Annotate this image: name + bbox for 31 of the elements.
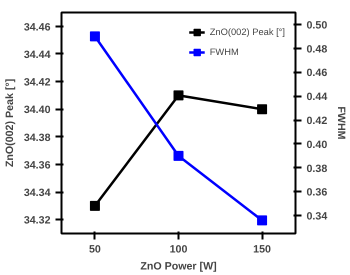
y-tick-label: 34.44: [24, 48, 51, 61]
legend-label: ZnO(002) Peak [°]: [210, 27, 285, 37]
y2-tick-label: 0.38: [306, 162, 328, 175]
y-tick-label: 34.36: [24, 159, 51, 172]
y-tick-label: 34.40: [24, 104, 51, 116]
y-tick-label: 34.32: [24, 214, 51, 227]
legend-label: FWHM: [210, 47, 239, 57]
y2-tick-label: 0.48: [306, 43, 328, 56]
y2-tick-label: 0.50: [306, 19, 328, 32]
x-tick-label: 150: [253, 244, 272, 256]
y2-tick-label: 0.34: [306, 210, 328, 223]
y-tick-label: 34.34: [24, 187, 51, 200]
y2-tick-label: 0.44: [306, 91, 328, 104]
point: [257, 104, 268, 114]
point: [174, 150, 184, 161]
point: [257, 215, 268, 226]
y2-tick-label: 0.40: [306, 138, 328, 151]
y-tick-label: 34.46: [24, 21, 51, 34]
point: [174, 90, 184, 100]
y-axis-title: ZnO(002) Peak [°]: [4, 78, 16, 168]
x-tick-label: 100: [170, 244, 188, 256]
point: [90, 200, 100, 211]
x-axis-title: ZnO Power [W]: [140, 260, 217, 272]
y2-tick-label: 0.46: [306, 67, 328, 80]
y2-axis-title: FWHM: [335, 106, 348, 140]
point: [90, 31, 100, 42]
y-tick-label: 34.38: [24, 132, 51, 144]
y2-tick-label: 0.42: [306, 115, 328, 128]
x-tick-label: 50: [89, 244, 101, 256]
y2-tick-label: 0.36: [306, 186, 328, 199]
y-tick-label: 34.42: [24, 76, 51, 89]
